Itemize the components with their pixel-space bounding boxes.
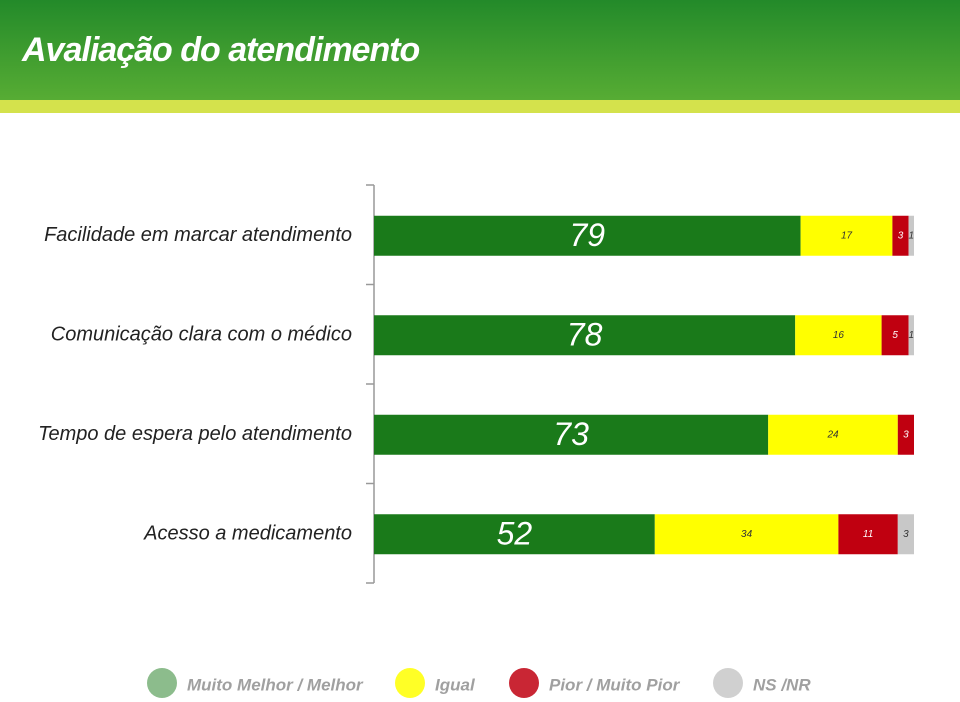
- value-label: 1: [909, 330, 915, 341]
- category-label: Acesso a medicamento: [143, 523, 352, 545]
- legend-icon: [713, 668, 743, 698]
- chart-title: Avaliação do atendimento: [21, 31, 420, 69]
- bar-segment: [768, 414, 898, 455]
- bar-segment: [654, 514, 839, 555]
- bar-segment: [374, 315, 796, 356]
- legend-label: Igual: [435, 675, 476, 694]
- bar-segment: [897, 514, 914, 555]
- category-label: Comunicação clara com o médico: [51, 324, 352, 346]
- category-label: Tempo de espera pelo atendimento: [38, 423, 352, 445]
- value-label: 16: [833, 330, 845, 341]
- bar-segment: [881, 315, 909, 356]
- bar-segment: [374, 514, 655, 555]
- header-banner: [0, 0, 960, 102]
- value-label: 24: [826, 429, 839, 440]
- value-label: 34: [741, 529, 753, 540]
- header-stripe: [0, 100, 960, 113]
- value-label: 1: [909, 230, 915, 241]
- value-label: 17: [841, 230, 853, 241]
- value-label: 3: [898, 230, 904, 241]
- legend-label: NS /NR: [753, 675, 811, 694]
- legend-icon: [395, 668, 425, 698]
- bar-segment: [838, 514, 898, 555]
- value-label: 73: [553, 416, 589, 452]
- bar-segment: [892, 215, 909, 256]
- legend-label: Pior / Muito Pior: [549, 675, 681, 694]
- legend-icon: [509, 668, 539, 698]
- legend-icon: [147, 668, 177, 698]
- value-label: 5: [892, 330, 898, 341]
- legend-label: Muito Melhor / Melhor: [187, 675, 364, 694]
- bar-segment: [795, 315, 882, 356]
- value-label: 79: [570, 217, 606, 253]
- bar-segment: [374, 215, 801, 256]
- category-label: Facilidade em marcar atendimento: [44, 224, 352, 246]
- bar-segment: [800, 215, 893, 256]
- value-label: 3: [903, 429, 909, 440]
- bar-segment: [908, 315, 914, 356]
- value-label: 52: [497, 516, 533, 552]
- value-label: 78: [567, 317, 603, 353]
- bar-segment: [908, 215, 914, 256]
- bar-segment: [897, 414, 914, 455]
- value-label: 11: [863, 529, 873, 540]
- bar-segment: [374, 414, 769, 455]
- value-label: 3: [903, 529, 909, 540]
